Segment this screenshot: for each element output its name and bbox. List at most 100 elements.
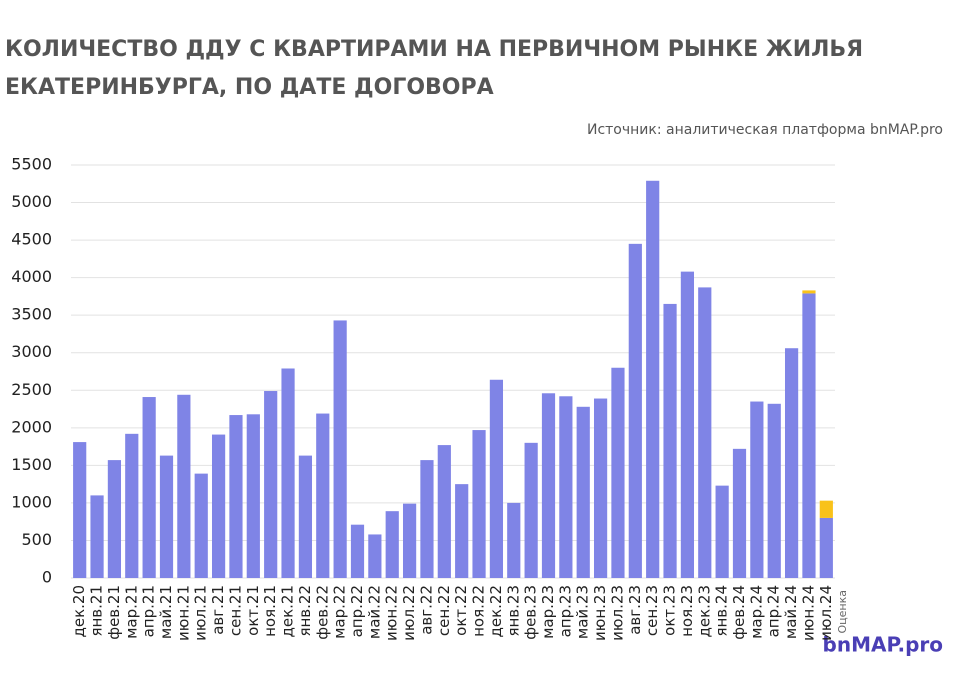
bar: [385, 511, 399, 578]
bar: [333, 320, 347, 578]
x-tick-label: сен.21: [226, 585, 244, 636]
x-tick-label: мар.22: [331, 585, 349, 639]
x-tick-label: мар.23: [539, 585, 557, 639]
bar: [698, 287, 712, 578]
x-tick-label: янв.21: [88, 585, 106, 637]
chart-title: КОЛИЧЕСТВО ДДУ С КВАРТИРАМИ НА ПЕРВИЧНОМ…: [5, 37, 863, 62]
x-tick-label: мар.24: [747, 585, 765, 639]
x-tick-label: июн.21: [174, 585, 192, 641]
bar: [663, 303, 677, 578]
x-tick-label: май.24: [782, 585, 800, 639]
bar: [177, 394, 191, 578]
x-tick-label: окт.22: [452, 585, 470, 636]
bar: [802, 290, 816, 294]
x-tick-label: фев.21: [105, 585, 123, 640]
bar: [802, 293, 816, 578]
bar: [559, 396, 573, 578]
x-tick-label: окт.23: [661, 585, 679, 636]
x-tick-label: фев.23: [522, 585, 540, 640]
x-tick-label: июл.24: [817, 585, 835, 641]
x-tick-label: ноя.22: [470, 585, 488, 637]
bar: [593, 398, 608, 578]
x-tick-label: июн.23: [591, 585, 609, 641]
bar: [420, 460, 434, 578]
bar: [298, 455, 313, 578]
x-tick-label: апр.22: [348, 585, 366, 637]
bar: [472, 430, 486, 578]
x-tick-label: янв.23: [504, 585, 522, 637]
y-tick-label: 4500: [11, 230, 52, 249]
x-tick-label: янв.24: [713, 585, 731, 637]
x-tick-label: дек.20: [70, 585, 88, 638]
bar: [125, 433, 139, 578]
logo: bnMAP.pro: [823, 633, 943, 657]
y-tick-label: 4000: [11, 267, 52, 286]
x-tick-label: авг.21: [209, 585, 227, 635]
y-tick-label: 2000: [11, 417, 52, 436]
x-tick-label: мар.21: [122, 585, 140, 639]
x-tick-label: авг.22: [417, 585, 435, 635]
y-tick-label: 0: [42, 568, 52, 587]
bar: [819, 500, 833, 518]
bar: [368, 534, 382, 578]
bar: [281, 368, 295, 578]
y-tick-label: 5000: [11, 192, 52, 211]
bar: [350, 524, 365, 578]
y-tick-label: 3000: [11, 342, 52, 361]
y-tick-label: 3500: [11, 305, 52, 324]
y-tick-label: 500: [21, 530, 52, 549]
chart-title: ЕКАТЕРИНБУРГА, ПО ДАТЕ ДОГОВОРА: [5, 75, 494, 100]
bar: [576, 406, 590, 578]
x-tick-label: апр.24: [765, 585, 783, 637]
y-tick-label: 5500: [11, 155, 52, 174]
bar: [246, 414, 260, 578]
bar: [767, 403, 781, 578]
x-tick-label: окт.21: [244, 585, 262, 636]
bar: [107, 460, 122, 578]
bar: [732, 448, 747, 578]
y-tick-label: 1500: [11, 455, 52, 474]
bar: [402, 503, 417, 578]
bar: [194, 473, 208, 578]
x-tick-label: май.23: [574, 585, 592, 639]
x-tick-label: июл.22: [400, 585, 418, 641]
bar: [680, 271, 695, 578]
bar: [784, 348, 799, 578]
x-tick-label: дек.22: [487, 585, 505, 638]
bar: [750, 401, 764, 578]
x-tick-label: сен.23: [643, 585, 661, 636]
bar: [316, 413, 330, 578]
bar: [90, 495, 104, 578]
bar: [229, 415, 243, 578]
bar: [489, 379, 504, 578]
x-tick-label: фев.22: [313, 585, 331, 640]
bar: [524, 442, 538, 578]
bar: [455, 484, 469, 578]
y-tick-label: 2500: [11, 380, 52, 399]
x-tick-label: ноя.23: [678, 585, 696, 637]
x-tick-label: апр.21: [140, 585, 158, 637]
y-tick-label: 1000: [11, 492, 52, 511]
x-tick-label: апр.23: [556, 585, 574, 637]
bar: [142, 397, 156, 578]
bar: [646, 180, 660, 578]
x-tick-label: май.21: [157, 585, 175, 639]
bar: [159, 455, 174, 578]
bar: [715, 485, 729, 578]
x-tick-label: дек.23: [695, 585, 713, 638]
x-tick-label: авг.23: [626, 585, 644, 635]
bar: [437, 445, 451, 578]
bar: [507, 502, 521, 578]
x-tick-label: июл.23: [608, 585, 626, 641]
bar: [73, 442, 87, 578]
x-tick-label: июл.21: [192, 585, 210, 641]
bar: [628, 243, 642, 578]
x-tick-label: июн.22: [383, 585, 401, 641]
x-tick-label: дек.21: [279, 585, 297, 638]
x-tick-label: янв.22: [296, 585, 314, 637]
bar: [264, 391, 278, 578]
bar: [211, 434, 226, 578]
bar: [819, 517, 833, 578]
legend-label: Оценка: [836, 590, 849, 634]
